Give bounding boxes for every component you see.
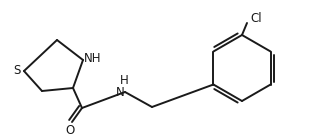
Text: H: H — [120, 74, 128, 87]
Text: N: N — [116, 86, 124, 100]
Text: O: O — [65, 123, 75, 136]
Text: S: S — [13, 64, 21, 78]
Text: NH: NH — [84, 52, 101, 64]
Text: Cl: Cl — [250, 13, 261, 26]
